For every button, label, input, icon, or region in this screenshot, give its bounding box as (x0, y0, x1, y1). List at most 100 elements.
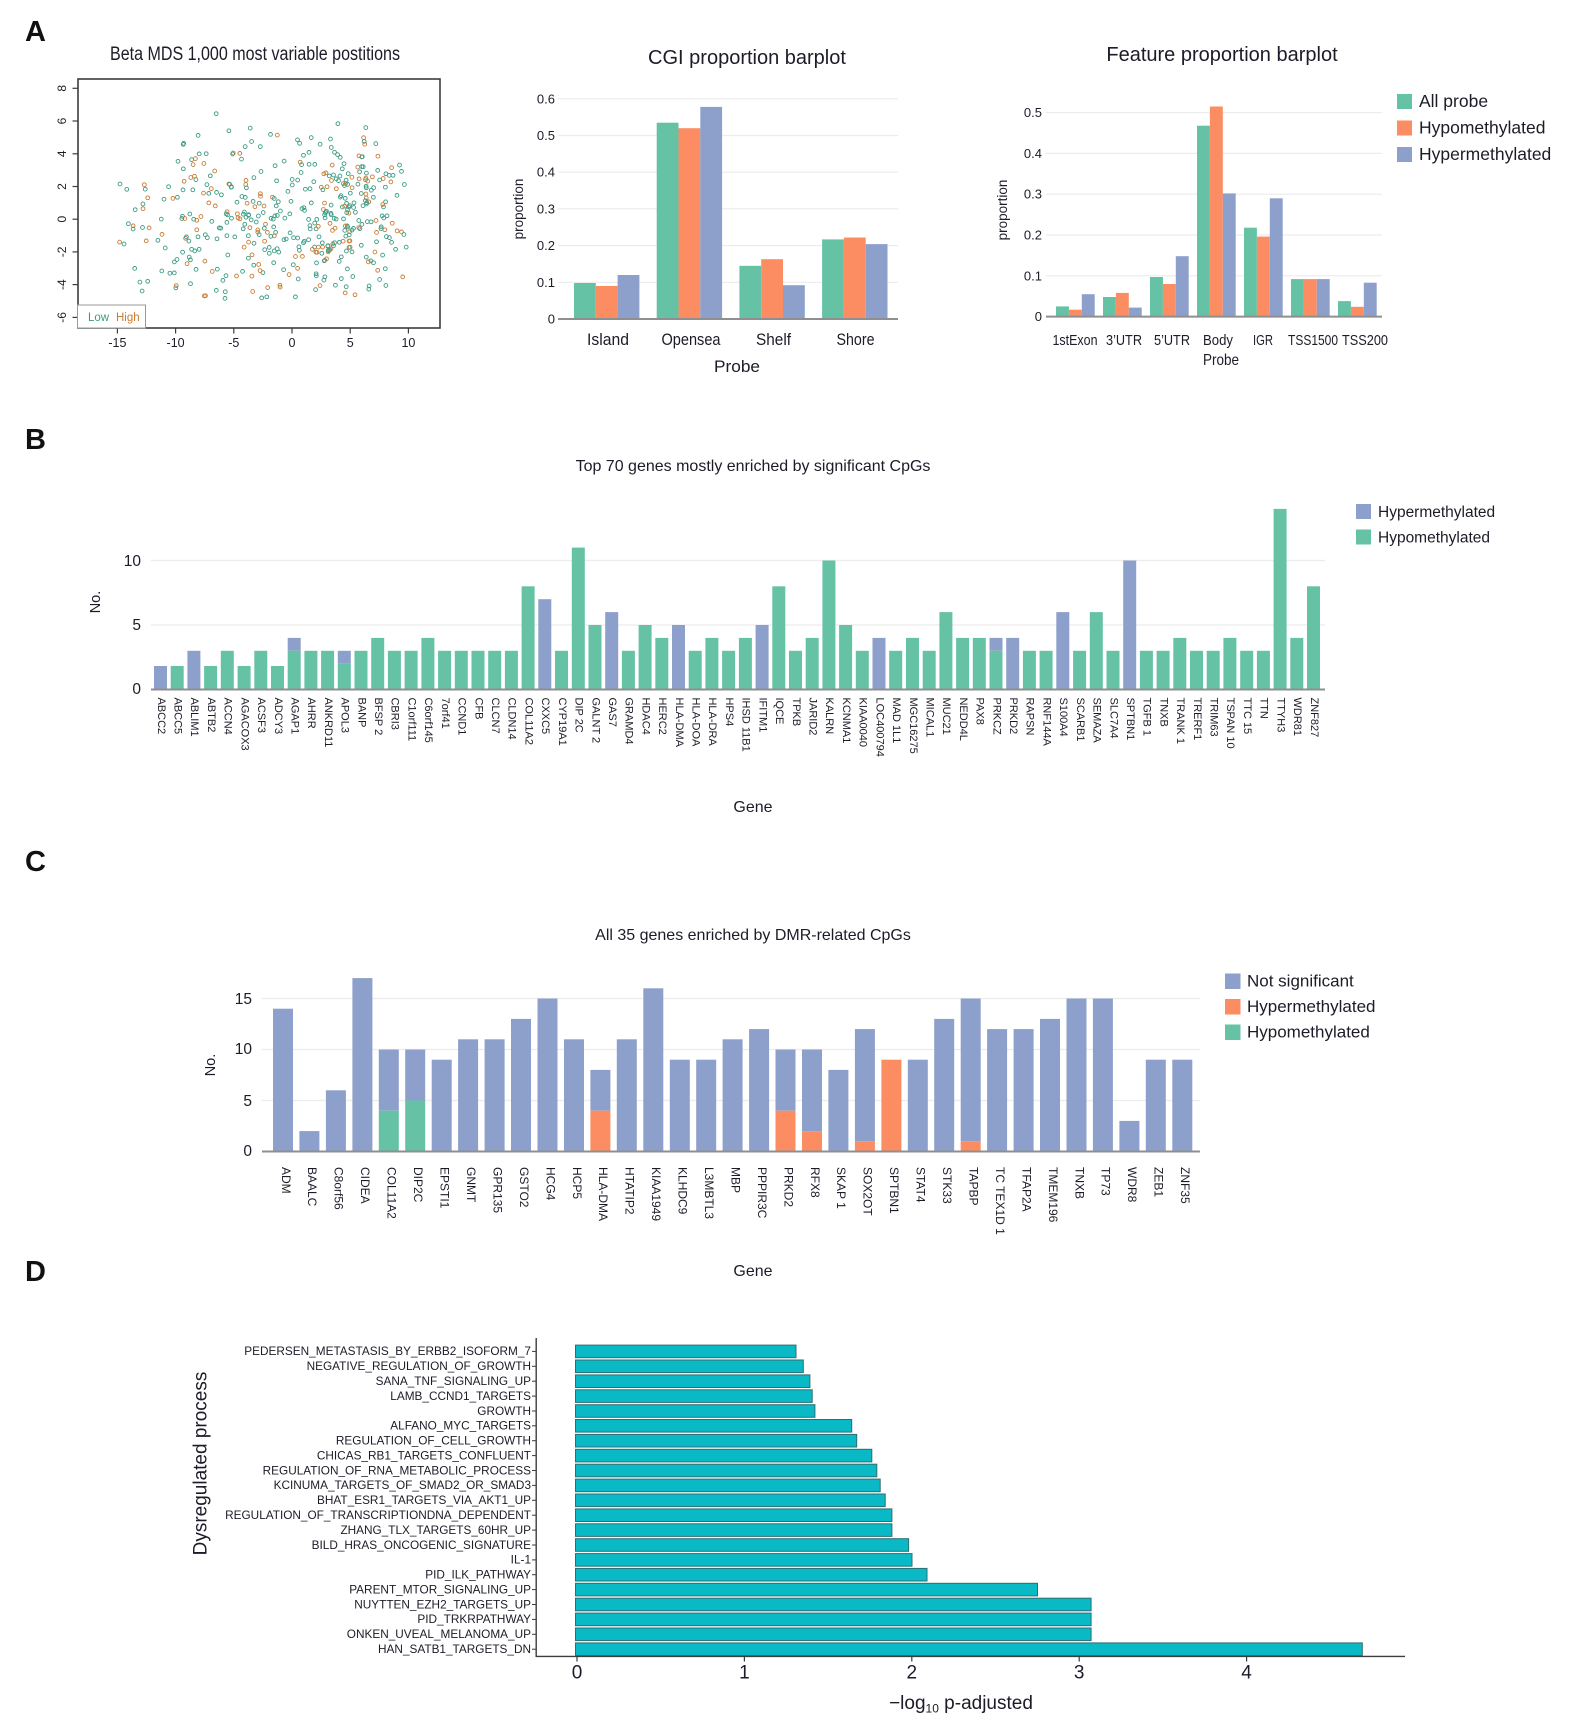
svg-text:proportion: proportion (995, 180, 1010, 241)
svg-text:0.3: 0.3 (537, 201, 555, 216)
svg-text:TP73: TP73 (1099, 1167, 1113, 1196)
svg-text:-4: -4 (55, 279, 69, 290)
svg-text:HLA-DMA: HLA-DMA (673, 698, 685, 748)
svg-text:TPKB: TPKB (790, 698, 802, 727)
svg-text:PEDERSEN_METASTASIS_BY_ERBB2_I: PEDERSEN_METASTASIS_BY_ERBB2_ISOFORM_7 (244, 1344, 531, 1358)
svg-text:Island: Island (587, 331, 629, 349)
svg-text:KCNMA1: KCNMA1 (840, 698, 852, 744)
svg-text:GALNT 2: GALNT 2 (589, 698, 601, 744)
svg-text:ABCC2: ABCC2 (155, 698, 167, 735)
svg-text:AHRR: AHRR (305, 698, 317, 729)
svg-text:HDAC4: HDAC4 (639, 698, 651, 735)
svg-text:Shelf: Shelf (756, 331, 791, 349)
svg-text:TNXB: TNXB (1072, 1167, 1086, 1199)
svg-text:TAPBP: TAPBP (967, 1167, 981, 1205)
svg-text:BANP: BANP (355, 698, 367, 728)
svg-text:-10: -10 (167, 336, 185, 350)
svg-text:HCP5: HCP5 (570, 1167, 584, 1199)
svg-text:ACCN4: ACCN4 (222, 698, 234, 735)
svg-text:TSS1500: TSS1500 (1288, 332, 1338, 349)
svg-text:SOX2OT: SOX2OT (861, 1167, 875, 1216)
svg-text:AGACOX3: AGACOX3 (238, 698, 250, 751)
svg-text:TMEM196: TMEM196 (1046, 1167, 1060, 1223)
svg-text:STK33: STK33 (940, 1167, 954, 1204)
svg-text:0.5: 0.5 (1024, 105, 1042, 120)
svg-text:0.2: 0.2 (1024, 228, 1042, 243)
svg-text:ALFANO_MYC_TARGETS: ALFANO_MYC_TARGETS (390, 1419, 531, 1433)
svg-text:15: 15 (235, 991, 252, 1008)
svg-text:2: 2 (907, 1663, 918, 1684)
svg-text:GPR135: GPR135 (490, 1167, 504, 1213)
svg-text:10: 10 (235, 1041, 253, 1058)
svg-text:0.2: 0.2 (537, 238, 555, 253)
svg-text:0.5: 0.5 (537, 128, 555, 143)
svg-text:SANA_TNF_SIGNALING_UP: SANA_TNF_SIGNALING_UP (376, 1374, 532, 1388)
svg-text:Hypomethylated: Hypomethylated (1419, 118, 1545, 138)
svg-text:NUYTTEN_EZH2_TARGETS_UP: NUYTTEN_EZH2_TARGETS_UP (354, 1597, 531, 1611)
svg-text:5: 5 (243, 1093, 252, 1110)
svg-text:TFAP2A: TFAP2A (1019, 1167, 1033, 1212)
svg-text:TNXB: TNXB (1157, 698, 1169, 727)
svg-text:ADCY3: ADCY3 (272, 698, 284, 735)
svg-text:PAX8: PAX8 (974, 698, 986, 725)
svg-text:0: 0 (289, 336, 296, 350)
svg-text:DIP 2C: DIP 2C (573, 698, 585, 733)
svg-text:PRKD2: PRKD2 (781, 1167, 795, 1207)
svg-text:HLA-DMA: HLA-DMA (596, 1167, 610, 1221)
svg-text:KLHDC9: KLHDC9 (676, 1167, 690, 1215)
svg-text:HLA-DRA: HLA-DRA (706, 698, 718, 747)
svg-text:ABCC5: ABCC5 (172, 698, 184, 735)
svg-text:Not significant: Not significant (1247, 972, 1354, 991)
svg-text:MICAL1: MICAL1 (924, 698, 936, 738)
svg-text:Beta MDS 1,000 most variable p: Beta MDS 1,000 most variable postitions (110, 44, 400, 65)
svg-text:PRKCZ: PRKCZ (990, 698, 1002, 736)
svg-text:TSS200: TSS200 (1342, 332, 1388, 349)
svg-text:BILD_HRAS_ONCOGENIC_SIGNATURE: BILD_HRAS_ONCOGENIC_SIGNATURE (312, 1538, 532, 1552)
svg-text:LAMB_CCND1_TARGETS: LAMB_CCND1_TARGETS (390, 1389, 531, 1403)
svg-text:ANKRD11: ANKRD11 (322, 698, 334, 748)
svg-text:ADM: ADM (279, 1167, 293, 1194)
svg-text:0.4: 0.4 (537, 165, 555, 180)
svg-text:ZNF827: ZNF827 (1308, 698, 1320, 738)
svg-text:MGC16275: MGC16275 (907, 698, 919, 754)
svg-text:Shore: Shore (837, 331, 875, 349)
svg-text:HPS4: HPS4 (723, 698, 735, 727)
svg-text:BFSP 2: BFSP 2 (372, 698, 384, 736)
svg-text:L3MBTL3: L3MBTL3 (702, 1167, 716, 1219)
svg-text:10: 10 (401, 336, 415, 350)
svg-text:CBRI3: CBRI3 (389, 698, 401, 730)
svg-text:Hypomethylated: Hypomethylated (1378, 530, 1490, 547)
svg-text:SCARB1: SCARB1 (1074, 698, 1086, 742)
svg-text:CCND1: CCND1 (456, 698, 468, 736)
svg-text:4: 4 (55, 150, 69, 157)
svg-text:2: 2 (55, 183, 69, 190)
svg-text:S100A4: S100A4 (1057, 698, 1069, 737)
svg-text:PID_ILK_PATHWAY: PID_ILK_PATHWAY (425, 1568, 531, 1582)
svg-text:1stExon: 1stExon (1053, 332, 1098, 349)
svg-text:GSTO2: GSTO2 (517, 1167, 531, 1208)
svg-text:RAPSN: RAPSN (1024, 698, 1036, 736)
svg-text:BAALC: BAALC (305, 1167, 319, 1207)
svg-text:Probe: Probe (1203, 352, 1239, 369)
svg-text:0.3: 0.3 (1024, 187, 1042, 202)
svg-text:ONKEN_UVEAL_MELANOMA_UP: ONKEN_UVEAL_MELANOMA_UP (347, 1627, 531, 1641)
svg-text:Gene: Gene (733, 1263, 772, 1280)
svg-text:EPSTI1: EPSTI1 (438, 1167, 452, 1209)
svg-text:0: 0 (1035, 309, 1042, 324)
svg-text:JARID2: JARID2 (807, 698, 819, 736)
svg-text:6: 6 (55, 117, 69, 124)
svg-text:KIAA1949: KIAA1949 (649, 1167, 663, 1221)
svg-text:Hypermethylated: Hypermethylated (1419, 144, 1551, 164)
svg-text:SEMAZA: SEMAZA (1091, 698, 1103, 744)
svg-text:COL11A2: COL11A2 (522, 698, 534, 746)
svg-text:AGAP1: AGAP1 (289, 698, 301, 735)
svg-text:HLA-DOA: HLA-DOA (690, 698, 702, 748)
svg-text:0: 0 (55, 216, 69, 223)
svg-text:TGFB 1: TGFB 1 (1141, 698, 1153, 737)
svg-text:0: 0 (132, 681, 141, 698)
svg-text:DIP2C: DIP2C (411, 1167, 425, 1203)
svg-text:High: High (116, 312, 140, 324)
svg-text:ABLIM1: ABLIM1 (188, 698, 200, 737)
svg-text:Low: Low (88, 312, 110, 324)
svg-text:5’UTR: 5’UTR (1154, 332, 1190, 349)
